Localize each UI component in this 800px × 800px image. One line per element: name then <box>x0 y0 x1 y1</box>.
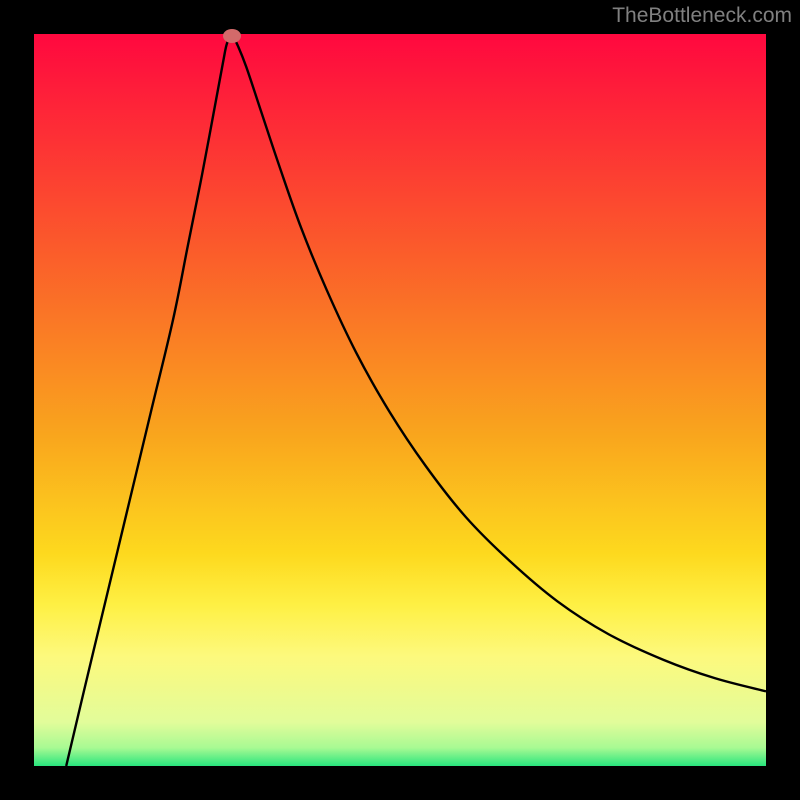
bottleneck-curve <box>66 36 766 766</box>
chart-svg <box>34 34 766 766</box>
vertex-marker <box>223 29 241 43</box>
watermark-text: TheBottleneck.com <box>612 4 792 28</box>
bottleneck-chart <box>34 34 766 766</box>
